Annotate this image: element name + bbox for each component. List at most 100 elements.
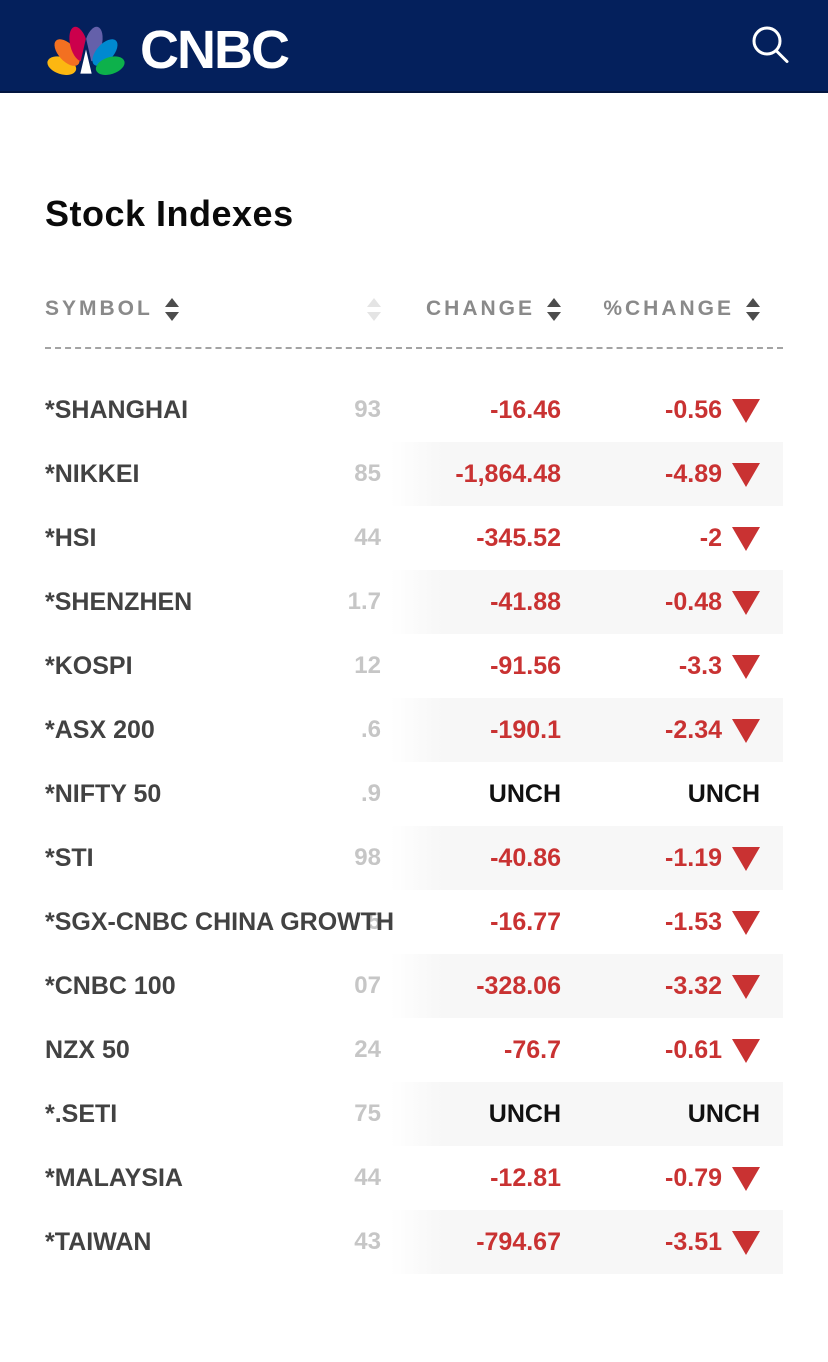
pct-change-value: -4.89 [665, 459, 722, 488]
search-button[interactable] [744, 19, 798, 73]
app-header: CNBC [0, 0, 828, 93]
price-cell-clipped: 93 [354, 396, 381, 423]
price-cell-clipped: 12 [354, 652, 381, 679]
symbol-cell[interactable]: *ASX 200 [45, 715, 155, 744]
column-header-pct-change[interactable]: %CHANGE [584, 297, 783, 321]
symbol-cell[interactable]: *MALAYSIA [45, 1163, 183, 1192]
table-row: *.SETI 75 UNCH UNCH [45, 1082, 783, 1146]
table-body: *SHANGHAI 93 -16.46 -0.56 *NIKKEI 85 -1,… [45, 378, 783, 1274]
pct-change-cell: -3.32 [584, 972, 783, 1001]
column-label-change: CHANGE [425, 297, 535, 320]
row-stripe [390, 442, 783, 506]
pct-change-cell: -4.89 [584, 460, 783, 489]
sort-arrows-icon [367, 297, 381, 321]
pct-change-value: -0.56 [665, 395, 722, 424]
table-row: *ASX 200 .6 -190.1 -2.34 [45, 698, 783, 762]
pct-change-value: -0.61 [665, 1035, 722, 1064]
pct-change-cell: -0.61 [584, 1036, 783, 1065]
pct-change-value: -1.53 [665, 907, 722, 936]
sort-arrows-icon [746, 297, 760, 321]
pct-change-value: UNCH [687, 1099, 760, 1128]
symbol-cell[interactable]: *STI [45, 843, 94, 872]
pct-change-cell: -3.51 [584, 1228, 783, 1257]
table-row: *HSI 44 -345.52 -2 [45, 506, 783, 570]
pct-change-cell: -2 [584, 524, 783, 553]
row-stripe [390, 954, 783, 1018]
pct-change-cell: -1.53 [584, 908, 783, 937]
column-label-symbol: SYMBOL [45, 297, 153, 320]
price-cell-clipped: 43 [354, 1228, 381, 1255]
price-cell-clipped: 1.7 [347, 588, 381, 615]
change-cell: -41.88 [490, 587, 561, 616]
change-cell: -345.52 [476, 523, 561, 552]
brand-wordmark: CNBC [140, 19, 290, 80]
symbol-cell[interactable]: *CNBC 100 [45, 971, 176, 1000]
change-cell: -16.46 [490, 395, 561, 424]
row-stripe [390, 1082, 783, 1146]
sort-arrows-icon [547, 297, 561, 321]
column-header-symbol[interactable]: SYMBOL [45, 297, 294, 321]
change-cell: -40.86 [490, 843, 561, 872]
row-stripe [390, 570, 783, 634]
down-triangle-icon [732, 399, 760, 423]
change-cell: -12.81 [490, 1163, 561, 1192]
search-icon [752, 26, 789, 63]
pct-change-cell: -0.56 [584, 396, 783, 425]
change-cell: -16.77 [490, 907, 561, 936]
row-stripe [390, 698, 783, 762]
price-cell-clipped: 85 [354, 460, 381, 487]
pct-change-cell: -3.3 [584, 652, 783, 681]
symbol-cell[interactable]: *SHENZHEN [45, 587, 193, 616]
table-header-row: SYMBOL CHANGE %CHANGE [45, 297, 783, 349]
change-cell: -794.67 [476, 1227, 561, 1256]
pct-change-cell: -1.19 [584, 844, 783, 873]
table-row: *KOSPI 12 -91.56 -3.3 [45, 634, 783, 698]
pct-change-value: -2 [699, 523, 722, 552]
symbol-cell[interactable]: *NIFTY 50 [45, 779, 162, 808]
column-label-pct-change: %CHANGE [603, 297, 734, 320]
symbol-cell[interactable]: NZX 50 [45, 1035, 130, 1064]
page-title: Stock Indexes [45, 193, 294, 234]
change-cell: -1,864.48 [455, 459, 561, 488]
down-triangle-icon [732, 911, 760, 935]
table-row: *SHANGHAI 93 -16.46 -0.56 [45, 378, 783, 442]
pct-change-cell: UNCH [584, 1100, 783, 1129]
pct-change-value: -0.48 [665, 587, 722, 616]
table-row: *TAIWAN 43 -794.67 -3.51 [45, 1210, 783, 1274]
price-cell-clipped: 5 [367, 908, 381, 935]
price-cell-clipped: 44 [354, 1164, 381, 1191]
symbol-cell[interactable]: *.SETI [45, 1099, 118, 1128]
table-row: *SHENZHEN 1.7 -41.88 -0.48 [45, 570, 783, 634]
price-cell-clipped: 07 [354, 972, 381, 999]
pct-change-value: -3.3 [678, 651, 722, 680]
cnbc-logo[interactable]: CNBC [42, 17, 290, 80]
symbol-cell[interactable]: *SGX-CNBC CHINA GROWTH [45, 907, 395, 936]
change-cell: -76.7 [504, 1035, 561, 1064]
down-triangle-icon [732, 975, 760, 999]
pct-change-value: -3.32 [665, 971, 722, 1000]
symbol-cell[interactable]: *TAIWAN [45, 1227, 152, 1256]
row-stripe [390, 826, 783, 890]
symbol-cell[interactable]: *SHANGHAI [45, 395, 189, 424]
row-stripe [390, 1210, 783, 1274]
price-cell-clipped: 44 [354, 524, 381, 551]
table-row: *SGX-CNBC CHINA GROWTH 5 -16.77 -1.53 [45, 890, 783, 954]
table-row: *NIFTY 50 .9 UNCH UNCH [45, 762, 783, 826]
symbol-cell[interactable]: *KOSPI [45, 651, 133, 680]
column-header-change[interactable]: CHANGE [404, 297, 584, 321]
down-triangle-icon [732, 847, 760, 871]
symbol-cell[interactable]: *HSI [45, 523, 97, 552]
price-cell-clipped: .9 [360, 780, 381, 807]
pct-change-value: -0.79 [665, 1163, 722, 1192]
price-cell-clipped: 24 [354, 1036, 381, 1063]
price-cell-clipped: 75 [354, 1100, 381, 1127]
symbol-cell[interactable]: *NIKKEI [45, 459, 140, 488]
stock-indexes-table: SYMBOL CHANGE %CHANGE *SHANGHAI 93 -16.4… [45, 297, 783, 1274]
change-cell: -190.1 [490, 715, 561, 744]
pct-change-value: -3.51 [665, 1227, 722, 1256]
table-row: NZX 50 24 -76.7 -0.61 [45, 1018, 783, 1082]
column-header-price-faded[interactable] [294, 297, 404, 321]
change-cell: UNCH [488, 1099, 561, 1128]
pct-change-cell: -0.79 [584, 1164, 783, 1193]
down-triangle-icon [732, 527, 760, 551]
